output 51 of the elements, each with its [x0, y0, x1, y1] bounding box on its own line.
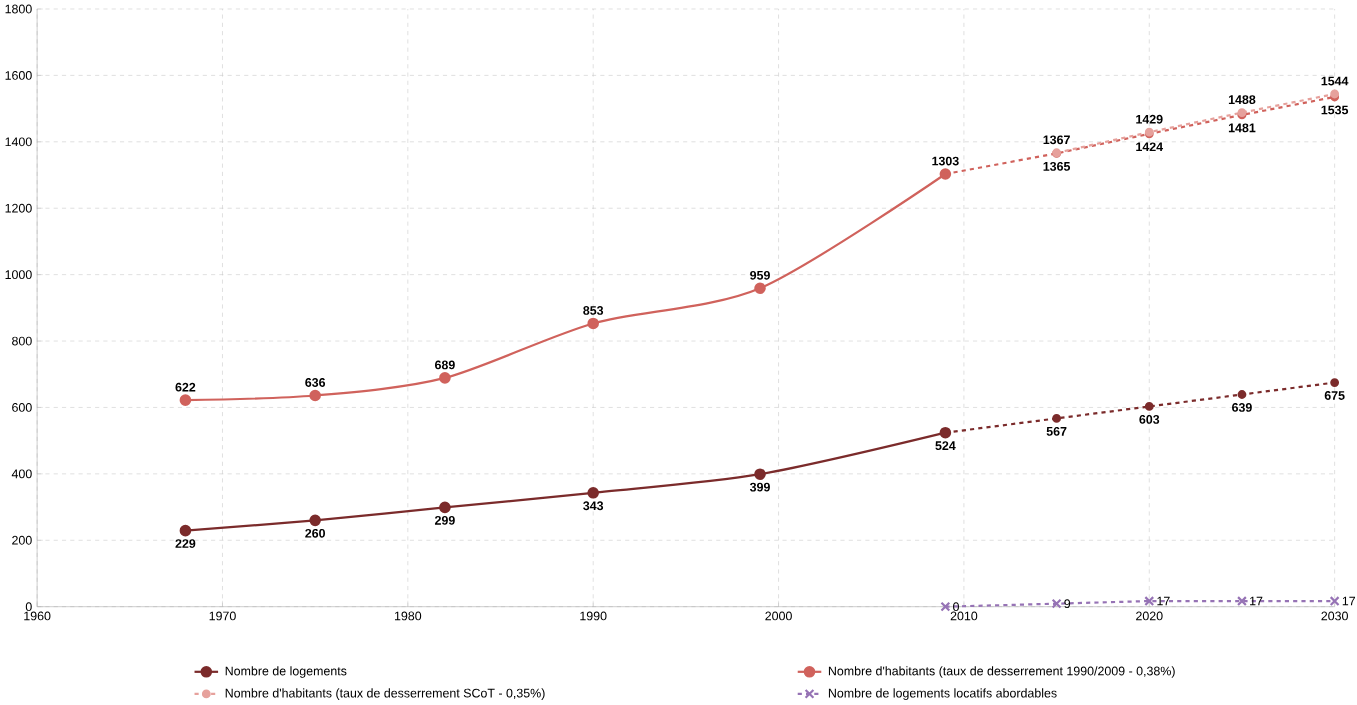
y-tick-label: 600 — [12, 403, 32, 412]
legend-label: Nombre de logements locatifs abordables — [828, 688, 1057, 700]
data-label: 675 — [1324, 391, 1345, 400]
legend-label: Nombre d'habitants (taux de desserrement 1990/2009 - 0,38%) — [828, 666, 1175, 678]
data-label: 636 — [305, 378, 326, 387]
y-tick-label: 200 — [12, 535, 32, 545]
data-label: 689 — [435, 360, 455, 370]
y-tick-label: 1600 — [5, 71, 32, 80]
data-label: 17 — [1342, 596, 1355, 606]
x-tick-label: 2000 — [765, 611, 792, 621]
y-tick-label: 1400 — [5, 137, 32, 147]
x-tick-label: 2020 — [1136, 611, 1163, 621]
y-tick-label: 800 — [12, 336, 32, 346]
x-tick-label: 1980 — [394, 611, 422, 621]
data-label: 229 — [175, 539, 196, 549]
y-tick-label: 0 — [25, 602, 32, 612]
data-label: 524 — [935, 441, 956, 451]
y-tick-label: 1800 — [5, 4, 32, 14]
data-label: 260 — [305, 528, 326, 538]
data-label: 1303 — [932, 156, 959, 166]
data-label: 1481 — [1228, 123, 1256, 133]
y-tick-label: 1000 — [5, 270, 32, 280]
data-label: 17 — [1157, 596, 1170, 606]
data-label: 299 — [434, 515, 455, 525]
legend-label: Nombre de logements — [225, 666, 347, 678]
data-label: 639 — [1232, 403, 1252, 412]
x-tick-label: 2010 — [950, 611, 978, 621]
x-tick-label: 2030 — [1321, 611, 1348, 621]
y-tick-label: 400 — [11, 469, 32, 479]
data-label: 343 — [583, 501, 604, 511]
data-label: 1429 — [1136, 114, 1163, 124]
x-tick-label: 1970 — [209, 611, 236, 621]
data-label: 959 — [750, 270, 770, 280]
data-label: 567 — [1046, 426, 1067, 436]
data-label: 1535 — [1321, 105, 1349, 115]
data-label: 1544 — [1321, 76, 1349, 86]
data-label: 1488 — [1228, 95, 1256, 105]
data-label: 1367 — [1043, 135, 1070, 145]
legend-label: Nombre d'habitants (taux de desserrement SCoT - 0,35%) — [225, 688, 545, 700]
data-label: 1365 — [1043, 162, 1071, 171]
y-tick-label: 1200 — [5, 203, 32, 213]
data-label: 853 — [583, 306, 604, 315]
x-tick-label: 1960 — [24, 611, 51, 621]
x-tick-label: 1990 — [580, 611, 607, 621]
data-label: 17 — [1250, 596, 1263, 606]
data-label: 622 — [175, 382, 196, 392]
data-label: 9 — [1064, 599, 1071, 609]
data-label: 399 — [749, 482, 770, 492]
data-label: 0 — [953, 602, 959, 612]
data-label: 603 — [1139, 415, 1160, 424]
data-label: 1424 — [1136, 142, 1164, 152]
